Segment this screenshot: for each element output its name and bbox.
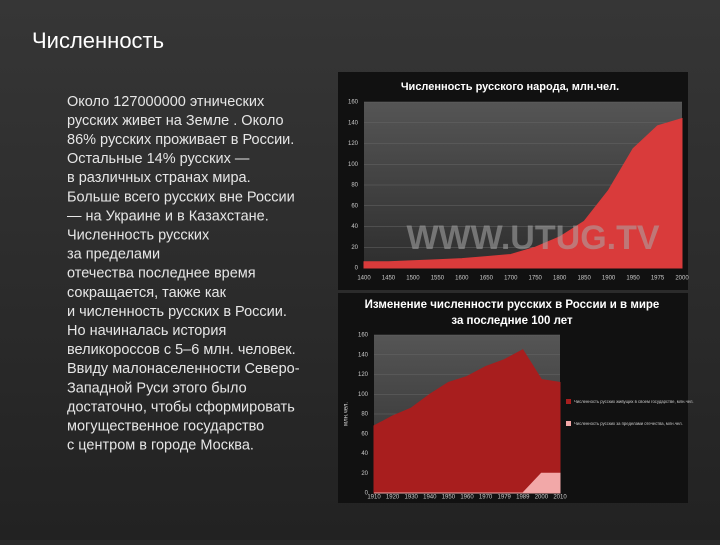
legend-swatch (566, 421, 571, 426)
x-tick-label: 1850 (577, 276, 591, 282)
x-tick-label: 1650 (480, 276, 494, 282)
legend-label: Численность русских живущих в своем госу… (574, 399, 694, 404)
body-line: Около 127000000 этнических (67, 94, 265, 110)
slide-title: Численность (32, 28, 164, 53)
body-line: Ввиду малонаселенности Северо- (67, 361, 300, 377)
area (363, 117, 683, 269)
y-tick-label: 20 (361, 471, 368, 477)
x-tick-label: 1910 (367, 495, 381, 501)
body-line: с центром в городе Москва. (67, 438, 254, 454)
y-tick-label: 100 (348, 162, 359, 168)
y-tick-label: 80 (361, 412, 368, 418)
y-tick-label: 40 (351, 224, 358, 230)
x-tick-label: 2000 (535, 495, 549, 501)
body-line: Западной Руси этого было (67, 380, 247, 396)
area (373, 349, 561, 494)
y-tick-label: 60 (351, 203, 358, 209)
legend-swatch (566, 399, 571, 404)
chart-title: Численность русского народа, млн.чел. (401, 81, 619, 93)
x-tick-label: 1970 (479, 495, 493, 501)
x-tick-label: 1450 (382, 276, 396, 282)
x-tick-label: 1600 (455, 276, 469, 282)
x-tick-label: 1400 (357, 276, 371, 282)
y-tick-label: 140 (358, 352, 369, 358)
body-line: достаточно, чтобы сформировать (67, 399, 295, 415)
body-line: Но начиналась история (67, 323, 226, 339)
x-tick-label: 1500 (406, 276, 420, 282)
x-tick-label: 1550 (431, 276, 445, 282)
body-line: в различных странах мира. (67, 170, 251, 186)
y-tick-label: 40 (361, 451, 368, 457)
legend-label: Численность русских за пределами отечест… (574, 421, 683, 426)
area (374, 472, 561, 494)
y-tick-label: 120 (348, 141, 359, 147)
body-text: Около 127000000 этнических русских живет … (67, 94, 300, 454)
x-tick-label: 1950 (626, 276, 640, 282)
x-tick-label: 1950 (442, 495, 456, 501)
body-line: — на Украине и в Казахстане. (67, 208, 269, 224)
y-tick-label: 0 (365, 491, 369, 497)
body-line: и численность русских в России. (67, 304, 287, 320)
body-line: русских живет на Земле . Около (67, 113, 284, 129)
y-tick-label: 100 (358, 392, 369, 398)
x-tick-label: 2000 (675, 276, 689, 282)
y-tick-label: 80 (351, 183, 358, 189)
x-tick-label: 2010 (553, 495, 567, 501)
body-line: великороссов с 5–6 млн. человек. (67, 342, 296, 358)
x-tick-label: 1930 (405, 495, 419, 501)
chart-title: Изменение численности русских в России и… (365, 299, 660, 311)
body-line: могущественное государство (67, 419, 264, 435)
x-tick-label: 1940 (423, 495, 437, 501)
body-line: Больше всего русских вне России (67, 189, 295, 205)
body-line: отечества последнее время (67, 266, 256, 282)
y-tick-label: 140 (348, 120, 359, 126)
body-line: Численность русских (67, 228, 210, 244)
body-line: за пределами (67, 247, 160, 263)
y-tick-label: 160 (358, 333, 369, 339)
x-tick-label: 1750 (529, 276, 543, 282)
x-tick-label: 1989 (516, 495, 530, 501)
y-tick-label: 120 (358, 372, 369, 378)
y-tick-label: 20 (351, 245, 358, 251)
y-tick-label: 60 (361, 431, 368, 437)
body-line: сокращается, также как (67, 285, 227, 301)
y-tick-label: 160 (348, 100, 359, 106)
x-tick-label: 1975 (651, 276, 665, 282)
chart-subtitle: за последние 100 лет (451, 315, 573, 327)
y-tick-label: 0 (355, 266, 359, 272)
x-tick-label: 1960 (460, 495, 474, 501)
body-line: 86% русских проживает в России. (67, 132, 294, 148)
x-tick-label: 1979 (498, 495, 512, 501)
x-tick-label: 1920 (386, 495, 400, 501)
x-tick-label: 1800 (553, 276, 567, 282)
watermark: WWW.UTUG.TV (406, 219, 659, 257)
x-tick-label: 1900 (602, 276, 616, 282)
x-tick-label: 1700 (504, 276, 518, 282)
y-axis-label: млн.чел. (344, 402, 350, 426)
body-line: Остальные 14% русских — (67, 151, 250, 167)
